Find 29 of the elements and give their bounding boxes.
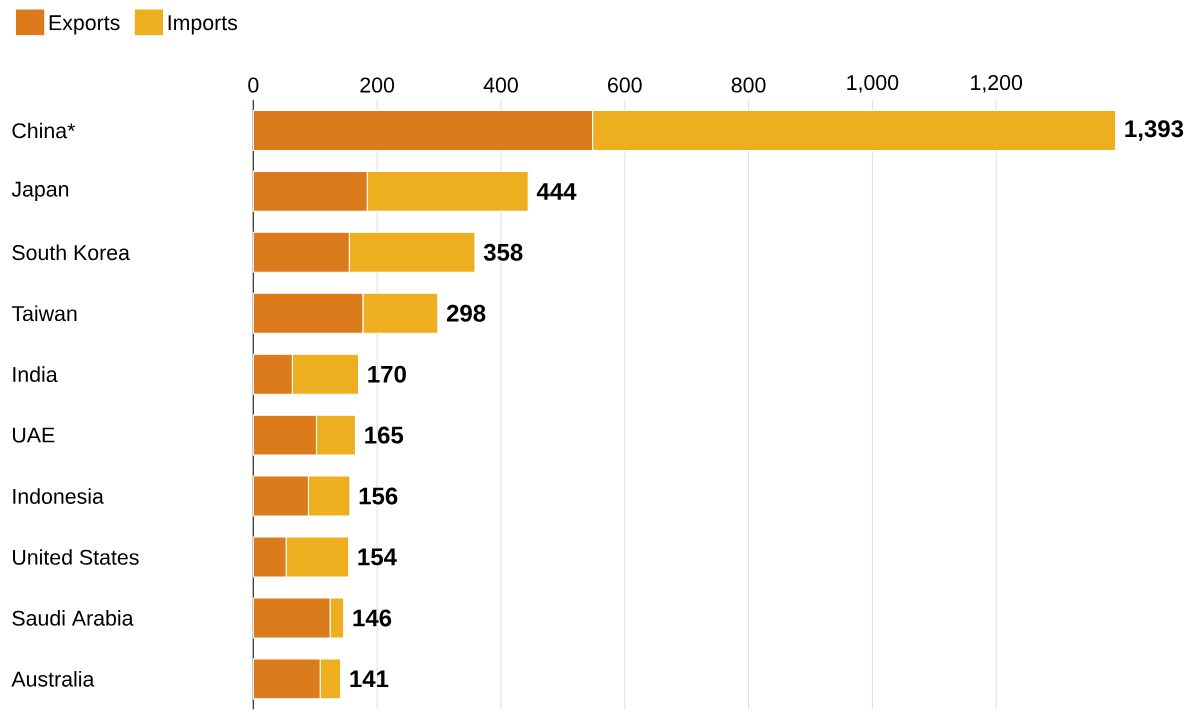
x-tick-label: 200 [360,77,395,93]
total-label: 358 [483,243,523,261]
y-tick-label: United States [13,549,139,565]
y-tick-label: Saudi Arabia [12,610,134,626]
x-tick-label: 800 [731,77,766,93]
x-tick-label: 400 [483,77,518,93]
y-tick-label: India [13,366,58,383]
y-tick-label: Australia [11,671,95,687]
total-label: 298 [446,304,486,322]
total-label: 146 [353,609,392,627]
total-label: 1,393 [1125,120,1184,141]
total-label: 141 [350,670,389,688]
y-tick-label: Japan [11,181,69,201]
x-tick-label: 1,000 [847,75,899,93]
total-label: 154 [358,548,397,566]
y-tick-label: South Korea [12,244,130,261]
total-label: 165 [365,426,404,444]
legend-label: Imports [168,15,238,35]
y-tick-label: UAE [13,427,55,443]
total-label: 444 [536,183,577,200]
x-tick-label: 0 [248,77,259,93]
y-tick-label: China* [12,122,76,139]
total-label: 170 [368,365,406,383]
x-tick-label: 600 [608,77,642,93]
y-tick-label: Taiwan [11,305,77,322]
total-label: 156 [359,487,398,505]
x-tick-label: 1,200 [971,75,1023,93]
y-tick-label: Indonesia [13,488,104,504]
legend-label: Exports [49,15,120,35]
